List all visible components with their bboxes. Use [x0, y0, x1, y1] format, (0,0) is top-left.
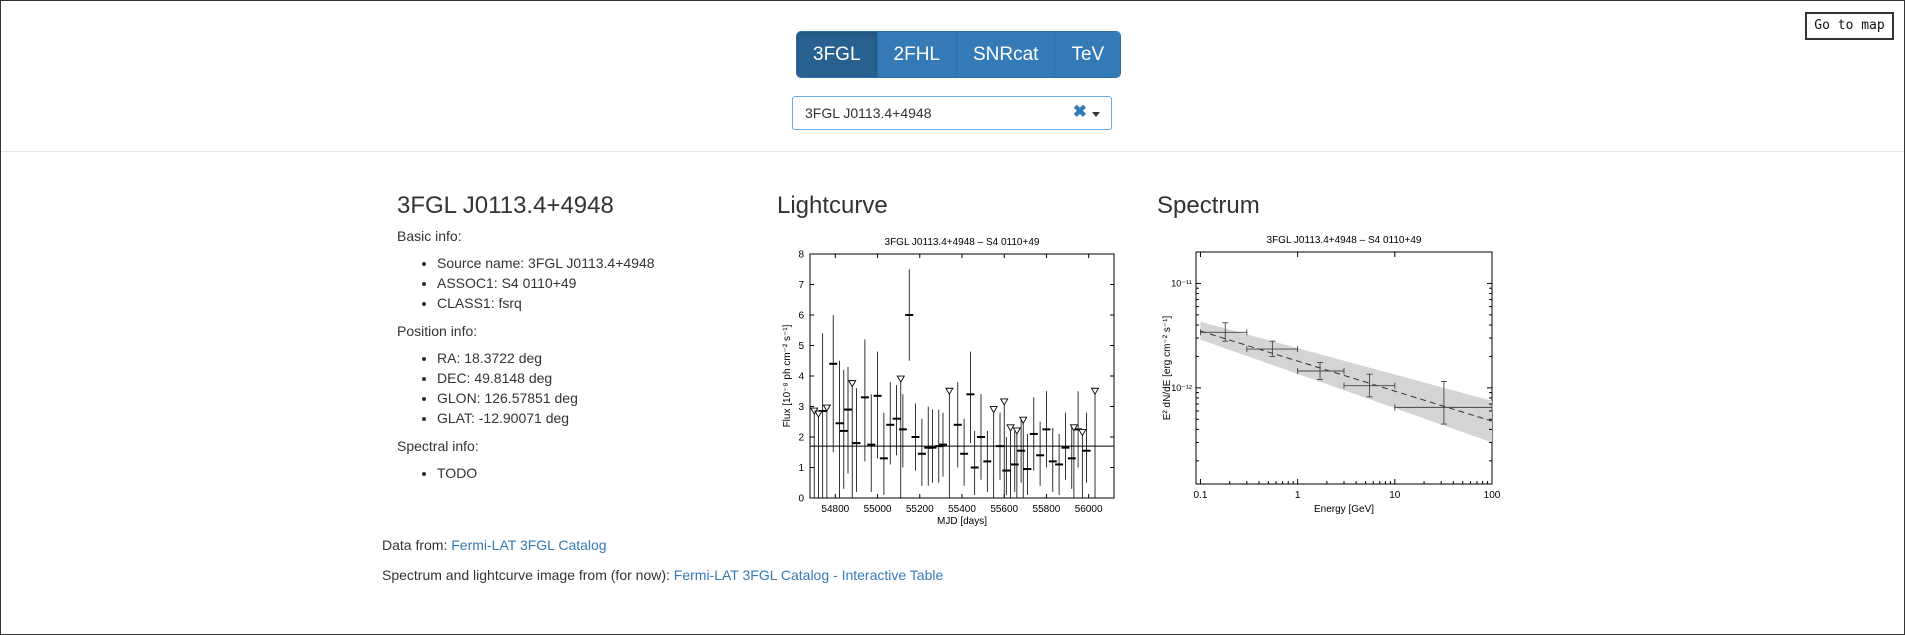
- image-source-line: Spectrum and lightcurve image from (for …: [382, 567, 943, 583]
- plot-frame: [809, 253, 1115, 499]
- list-item: CLASS1: fsrq: [437, 293, 655, 313]
- x-tick-label: 100: [1484, 490, 1501, 501]
- list-item: GLON: 126.57851 deg: [437, 388, 578, 408]
- upper-limit-marker: [999, 398, 1009, 406]
- lightcurve-title: Lightcurve: [777, 192, 888, 219]
- upper-limit-marker: [847, 380, 857, 388]
- basic-info-list: Source name: 3FGL J0113.4+4948 ASSOC1: S…: [397, 253, 655, 313]
- upper-limit-marker: [1069, 424, 1079, 432]
- y-axis-label: E² dN/dE [erg cm⁻² s⁻¹]: [1162, 316, 1173, 421]
- x-tick-label: 10: [1389, 490, 1401, 501]
- upper-limit-marker: [822, 404, 832, 412]
- y-tick-label: 6: [798, 311, 804, 322]
- x-axis-label: MJD [days]: [937, 516, 987, 527]
- x-tick-label: 56000: [1075, 504, 1103, 515]
- y-tick-label: 10⁻¹²: [1171, 383, 1192, 393]
- x-tick-label: 1: [1295, 490, 1301, 501]
- upper-limit-marker: [1018, 416, 1028, 425]
- list-item: TODO: [437, 463, 477, 483]
- list-item: RA: 18.3722 deg: [437, 348, 578, 368]
- chevron-down-icon[interactable]: [1092, 112, 1100, 117]
- header-divider: [1, 151, 1904, 152]
- spectral-info-list: TODO: [397, 463, 477, 483]
- spectral-info-label: Spectral info:: [397, 438, 479, 454]
- list-item: DEC: 49.8148 deg: [437, 368, 578, 388]
- y-tick-label: 7: [798, 280, 804, 291]
- spectrum-chart: 3FGL J0113.4+4948 – S4 0110+49 0.1 1 10 100 1…: [1162, 235, 1501, 515]
- list-item: ASSOC1: S4 0110+49: [437, 273, 655, 293]
- data-source-line: Data from: Fermi-LAT 3FGL Catalog: [382, 537, 607, 553]
- x-tick-label: 55600: [990, 504, 1018, 515]
- upper-limit-marker: [1078, 428, 1087, 437]
- list-item: Source name: 3FGL J0113.4+4948: [437, 253, 655, 273]
- x-tick-label: 55400: [948, 504, 976, 515]
- basic-info-label: Basic info:: [397, 228, 462, 244]
- y-tick-label: 4: [798, 372, 804, 383]
- source-title: 3FGL J0113.4+4948: [397, 192, 614, 219]
- upper-limit-marker: [1006, 424, 1015, 432]
- catalog-button-group: 3FGL 2FHL SNRcat TeV: [796, 31, 1122, 78]
- chart-title: 3FGL J0113.4+4948 – S4 0110+49: [885, 237, 1040, 248]
- y-tick-label: 10⁻¹¹: [1171, 278, 1192, 288]
- catalog-button-snrcat[interactable]: SNRcat: [957, 32, 1056, 77]
- x-tick-label: 55200: [906, 504, 934, 515]
- source-select-value: 3FGL J0113.4+4948: [805, 105, 932, 121]
- list-item: GLAT: -12.90071 deg: [437, 408, 578, 428]
- model-uncertainty-band: [1200, 321, 1492, 443]
- upper-limit-marker: [814, 410, 823, 419]
- interactive-table-link[interactable]: Fermi-LAT 3FGL Catalog - Interactive Tab…: [673, 567, 944, 583]
- x-tick-label: 55800: [1033, 504, 1061, 515]
- position-info-list: RA: 18.3722 deg DEC: 49.8148 deg GLON: 1…: [397, 348, 578, 428]
- lightcurve-chart: 3FGL J0113.4+4948 – S4 0110+49 0 1 2 3 4 5 6 7 8 5…: [782, 237, 1115, 527]
- chart-title: 3FGL J0113.4+4948 – S4 0110+49: [1267, 235, 1422, 246]
- catalog-button-tev[interactable]: TeV: [1055, 32, 1121, 77]
- fermi-catalog-link[interactable]: Fermi-LAT 3FGL Catalog: [451, 537, 607, 553]
- clear-icon[interactable]: ✖: [1072, 102, 1087, 121]
- y-tick-label: 2: [798, 433, 804, 444]
- upper-limit-marker: [1090, 387, 1100, 396]
- data-source-prefix: Data from:: [382, 537, 452, 553]
- upper-limit-marker: [1012, 427, 1022, 435]
- y-axis-label: Flux [10⁻⁸ ph cm⁻² s⁻¹]: [782, 324, 793, 427]
- catalog-button-3fgl[interactable]: 3FGL: [797, 32, 878, 77]
- model-line: [1200, 330, 1493, 422]
- x-tick-label: 0.1: [1193, 490, 1207, 501]
- x-tick-label: 54800: [821, 504, 849, 515]
- y-tick-label: 3: [798, 402, 804, 413]
- catalog-button-2fhl[interactable]: 2FHL: [877, 32, 957, 77]
- upper-limit-marker: [989, 406, 998, 414]
- x-axis-label: Energy [GeV]: [1314, 504, 1374, 515]
- x-tick-label: 55000: [864, 504, 892, 515]
- position-info-label: Position info:: [397, 323, 478, 339]
- y-tick-label: 1: [798, 463, 804, 474]
- upper-limit-marker: [896, 375, 906, 383]
- image-source-prefix: Spectrum and lightcurve image from (for …: [382, 567, 674, 583]
- upper-limit-marker: [945, 387, 954, 396]
- go-to-map-button[interactable]: Go to map: [1805, 12, 1894, 40]
- source-select[interactable]: 3FGL J0113.4+4948 ✖: [792, 96, 1112, 130]
- y-tick-label: 8: [798, 250, 804, 261]
- y-tick-label: 0: [798, 494, 804, 505]
- spectrum-title: Spectrum: [1157, 192, 1260, 219]
- y-tick-label: 5: [798, 341, 804, 352]
